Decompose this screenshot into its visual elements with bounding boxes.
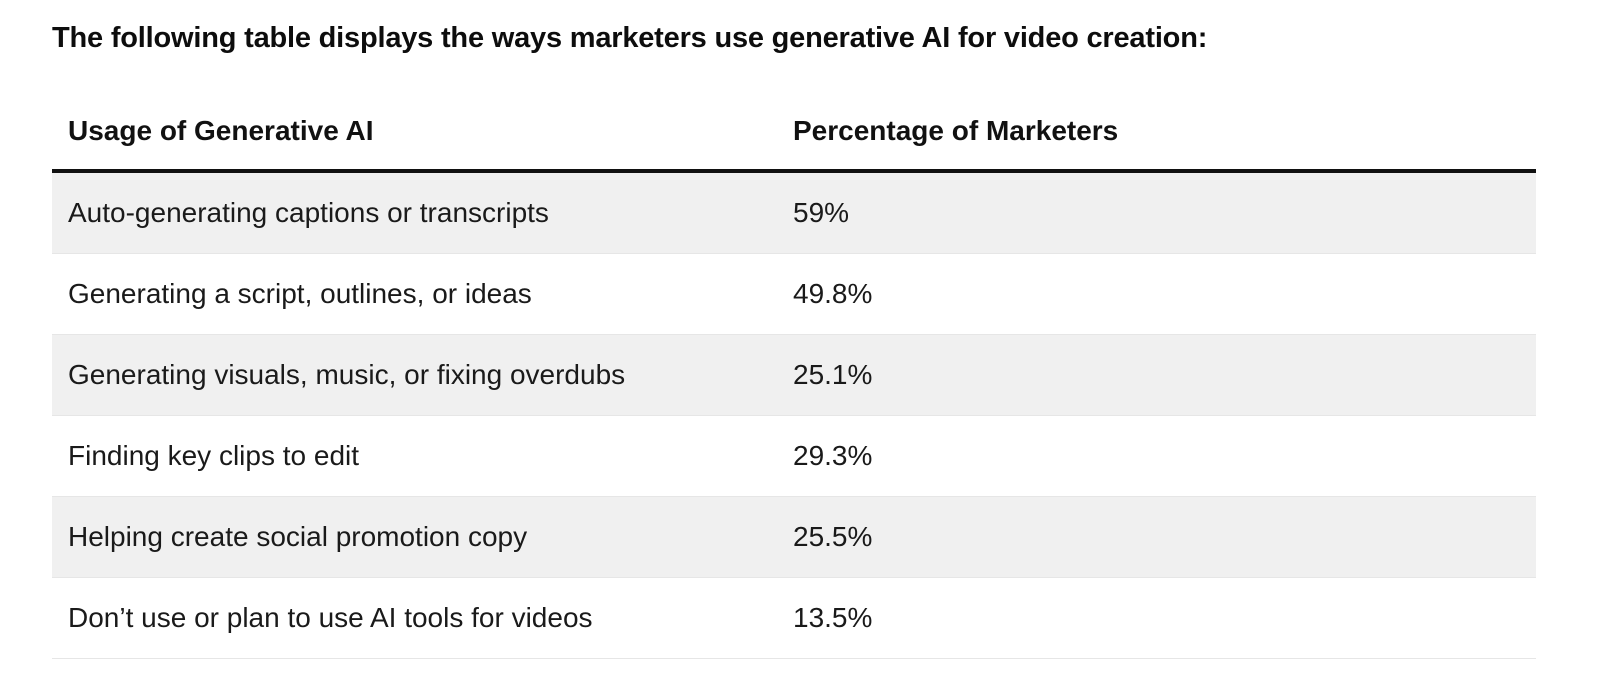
usage-cell: Finding key clips to edit bbox=[68, 440, 360, 471]
usage-cell: Auto-generating captions or transcripts bbox=[68, 197, 549, 228]
table-row: Generating a script, outlines, or ideas … bbox=[52, 254, 1536, 335]
intro-heading: The following table displays the ways ma… bbox=[52, 22, 1208, 54]
percentage-cell: 29.3% bbox=[793, 440, 873, 471]
table-row: Don’t use or plan to use AI tools for vi… bbox=[52, 578, 1536, 659]
percentage-cell: 59% bbox=[793, 197, 850, 228]
usage-cell: Generating a script, outlines, or ideas bbox=[68, 278, 532, 309]
column-header-percentage: Percentage of Marketers bbox=[793, 114, 1119, 146]
usage-cell: Don’t use or plan to use AI tools for vi… bbox=[68, 602, 593, 633]
percentage-cell: 25.5% bbox=[793, 521, 873, 552]
percentage-cell: 25.1% bbox=[793, 359, 873, 390]
usage-cell: Helping create social promotion copy bbox=[68, 521, 528, 552]
table-row: Auto-generating captions or transcripts … bbox=[52, 173, 1536, 254]
table-row: Helping create social promotion copy 25.… bbox=[52, 497, 1536, 578]
usage-table: Usage of Generative AI Percentage of Mar… bbox=[52, 90, 1536, 659]
percentage-cell: 13.5% bbox=[793, 602, 873, 633]
percentage-cell: 49.8% bbox=[793, 278, 873, 309]
column-header-usage: Usage of Generative AI bbox=[68, 114, 374, 146]
table-header-row: Usage of Generative AI Percentage of Mar… bbox=[52, 90, 1536, 173]
usage-cell: Generating visuals, music, or fixing ove… bbox=[68, 359, 626, 390]
table-row: Finding key clips to edit 29.3% bbox=[52, 416, 1536, 497]
table-row: Generating visuals, music, or fixing ove… bbox=[52, 335, 1536, 416]
